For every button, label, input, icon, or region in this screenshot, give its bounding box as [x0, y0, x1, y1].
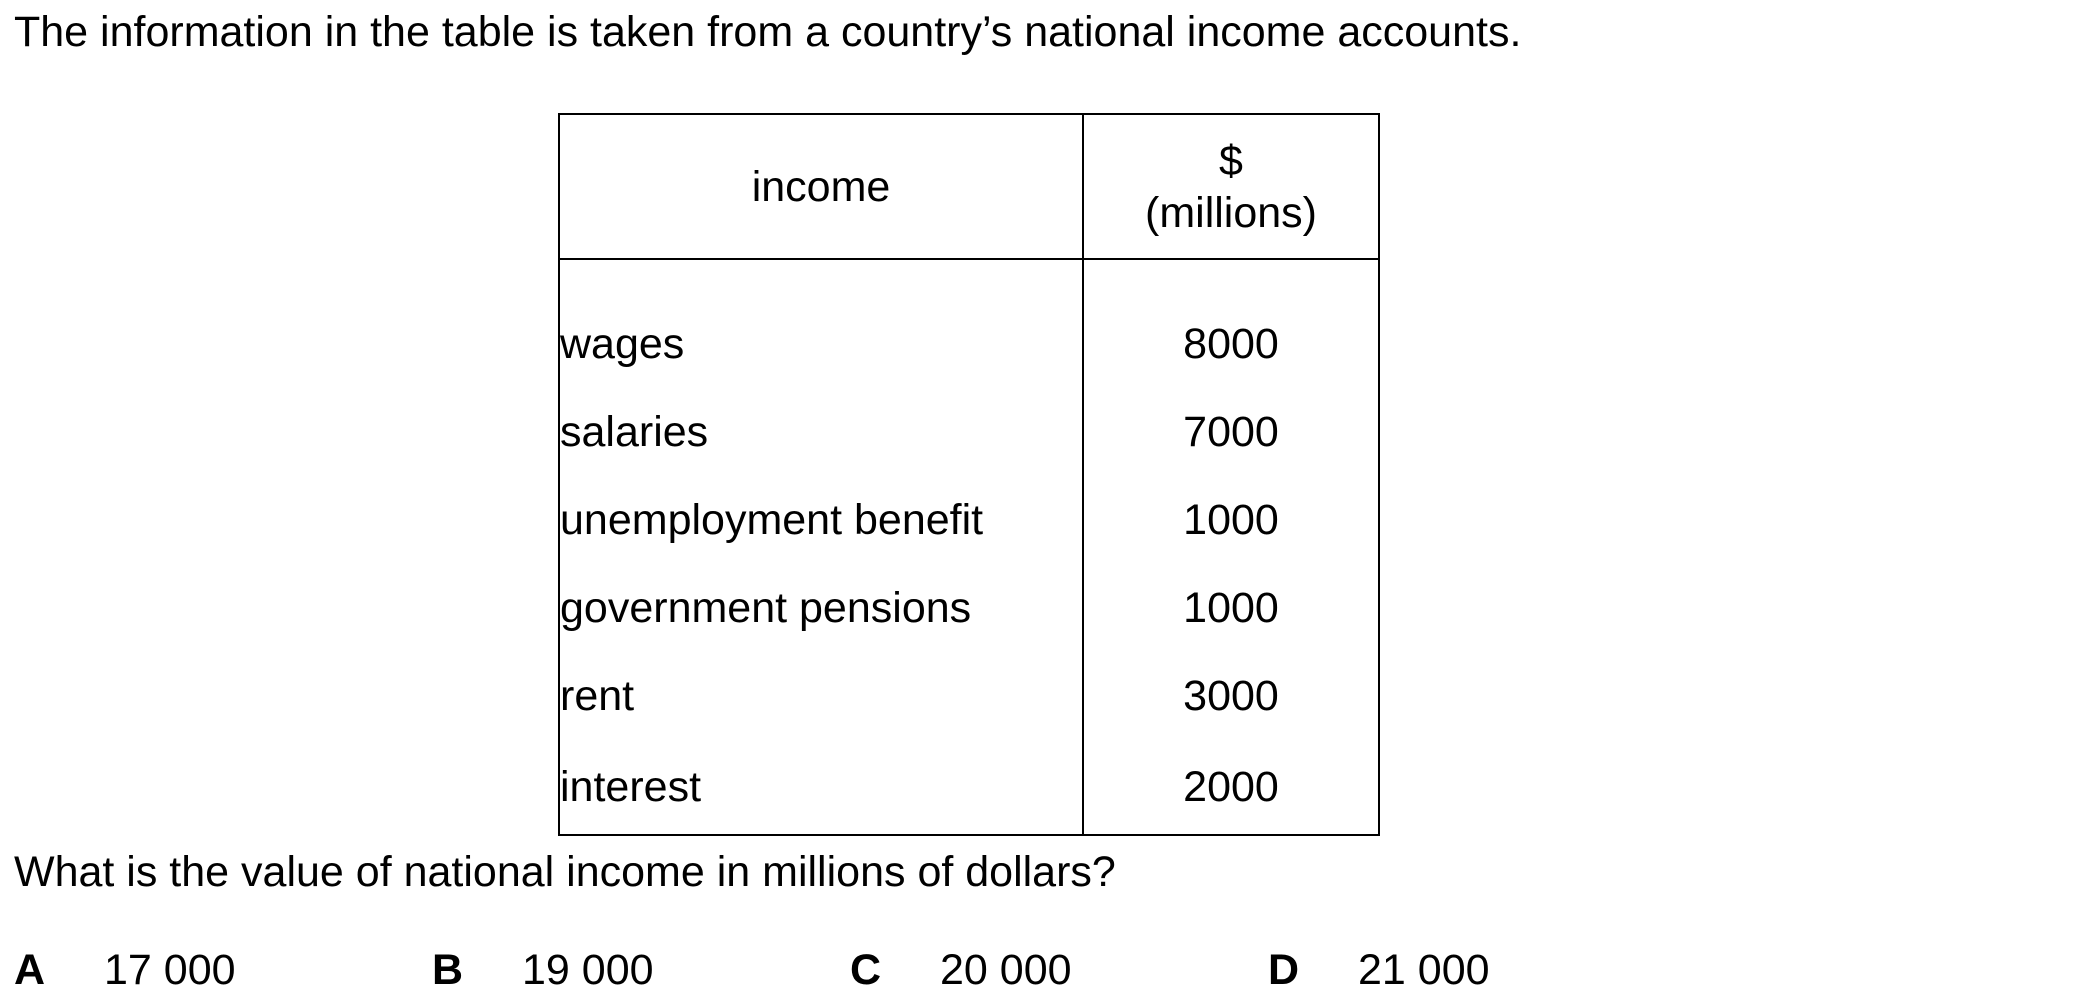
- table-row: interest 2000: [558, 740, 1380, 836]
- table-header-row: income $ (millions): [558, 113, 1380, 260]
- income-value: 1000: [1082, 476, 1380, 564]
- table-row: unemployment benefit 1000: [558, 476, 1380, 564]
- answer-options: A 17 000 B 19 000 C 20 000 D 21 000: [14, 944, 1614, 996]
- option-c[interactable]: C 20 000: [850, 944, 1072, 996]
- option-value: 17 000: [104, 946, 236, 994]
- currency-symbol: $: [1219, 136, 1243, 185]
- income-column-header: income: [558, 113, 1084, 260]
- income-label: unemployment benefit: [558, 476, 1084, 564]
- option-letter: C: [850, 946, 882, 994]
- table-row: salaries 7000: [558, 388, 1380, 476]
- table-row: government pensions 1000: [558, 564, 1380, 652]
- income-label: wages: [558, 259, 1084, 388]
- table-row: rent 3000: [558, 652, 1380, 740]
- income-label: government pensions: [558, 564, 1084, 652]
- option-letter: D: [1268, 946, 1300, 994]
- income-label: salaries: [558, 388, 1084, 476]
- amount-column-header: $ (millions): [1082, 113, 1380, 260]
- option-letter: B: [432, 946, 464, 994]
- unit-label: (millions): [1145, 188, 1317, 237]
- option-letter: A: [14, 946, 46, 994]
- option-value: 21 000: [1358, 946, 1490, 994]
- income-value: 8000: [1082, 259, 1380, 388]
- option-d[interactable]: D 21 000: [1268, 944, 1490, 996]
- option-value: 20 000: [940, 946, 1072, 994]
- income-label: interest: [558, 740, 1084, 836]
- question-text: What is the value of national income in …: [14, 848, 1116, 896]
- income-label: rent: [558, 652, 1084, 740]
- income-value: 2000: [1082, 740, 1380, 836]
- intro-text: The information in the table is taken fr…: [14, 8, 1522, 56]
- option-a[interactable]: A 17 000: [14, 944, 236, 996]
- option-b[interactable]: B 19 000: [432, 944, 654, 996]
- income-value: 7000: [1082, 388, 1380, 476]
- income-table: income $ (millions) wages 8000 salaries …: [558, 113, 1380, 836]
- option-value: 19 000: [522, 946, 654, 994]
- income-value: 1000: [1082, 564, 1380, 652]
- table-row: wages 8000: [558, 259, 1380, 388]
- income-value: 3000: [1082, 652, 1380, 740]
